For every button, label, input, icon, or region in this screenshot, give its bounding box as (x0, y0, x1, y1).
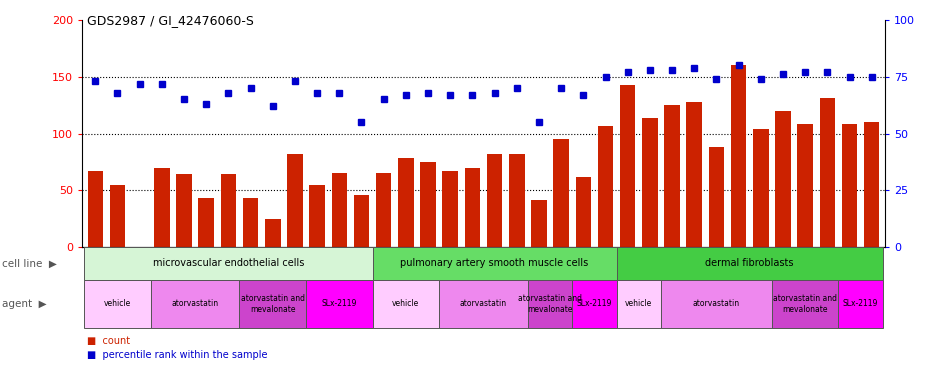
Bar (509, 154, 525, 247)
Bar (376, 173, 391, 247)
Bar (665, 105, 680, 247)
Bar (372, 280, 439, 328)
Text: ■  percentile rank within the sample: ■ percentile rank within the sample (86, 350, 267, 360)
Text: atorvastatin and
mevalonate: atorvastatin and mevalonate (773, 294, 838, 314)
Text: SLx-2119: SLx-2119 (577, 300, 612, 308)
Bar (820, 98, 835, 247)
Bar (619, 85, 635, 247)
Text: atorvastatin: atorvastatin (172, 300, 219, 308)
Bar (531, 200, 547, 247)
Text: SLx-2119: SLx-2119 (321, 300, 357, 308)
Text: microvascular endothelial cells: microvascular endothelial cells (152, 258, 305, 268)
Bar (399, 159, 414, 247)
Bar (617, 280, 661, 328)
Bar (487, 154, 502, 247)
Text: pulmonary artery smooth muscle cells: pulmonary artery smooth muscle cells (400, 258, 588, 268)
Bar (686, 102, 702, 247)
Text: SLx-2119: SLx-2119 (843, 300, 878, 308)
Bar (85, 280, 150, 328)
Bar (575, 177, 591, 247)
Bar (85, 247, 372, 280)
Bar (572, 280, 617, 328)
Text: atorvastatin and
mevalonate: atorvastatin and mevalonate (518, 294, 582, 314)
Bar (265, 218, 280, 247)
Bar (772, 280, 838, 328)
Bar (177, 174, 192, 247)
Text: ■  count: ■ count (86, 336, 130, 346)
Bar (776, 111, 791, 247)
Bar (554, 139, 569, 247)
Bar (841, 124, 857, 247)
Bar (332, 173, 347, 247)
Bar (309, 185, 325, 247)
Bar (240, 280, 306, 328)
Bar (661, 280, 772, 328)
Bar (797, 124, 813, 247)
Bar (753, 129, 769, 247)
Bar (709, 147, 724, 247)
Bar (87, 171, 103, 247)
Text: dermal fibroblasts: dermal fibroblasts (705, 258, 794, 268)
Text: vehicle: vehicle (625, 300, 652, 308)
Text: vehicle: vehicle (103, 300, 131, 308)
Bar (598, 126, 613, 247)
Bar (288, 154, 303, 247)
Bar (420, 162, 436, 247)
Text: GDS2987 / GI_42476060-S: GDS2987 / GI_42476060-S (86, 14, 254, 27)
Bar (198, 198, 214, 247)
Bar (221, 174, 236, 247)
Bar (154, 167, 169, 247)
Bar (243, 198, 258, 247)
Bar (617, 247, 883, 280)
Bar (110, 185, 125, 247)
Text: atorvastatin and
mevalonate: atorvastatin and mevalonate (241, 294, 305, 314)
Bar (439, 280, 528, 328)
Bar (464, 167, 480, 247)
Text: agent  ▶: agent ▶ (2, 299, 46, 309)
Bar (642, 118, 658, 247)
Bar (353, 195, 369, 247)
Text: cell line  ▶: cell line ▶ (2, 258, 56, 268)
Text: atorvastatin: atorvastatin (693, 300, 740, 308)
Bar (372, 247, 617, 280)
Bar (306, 280, 372, 328)
Bar (838, 280, 883, 328)
Text: vehicle: vehicle (392, 300, 419, 308)
Bar (730, 65, 746, 247)
Bar (443, 171, 458, 247)
Text: atorvastatin: atorvastatin (460, 300, 507, 308)
Bar (864, 122, 880, 247)
Bar (528, 280, 572, 328)
Bar (150, 280, 240, 328)
